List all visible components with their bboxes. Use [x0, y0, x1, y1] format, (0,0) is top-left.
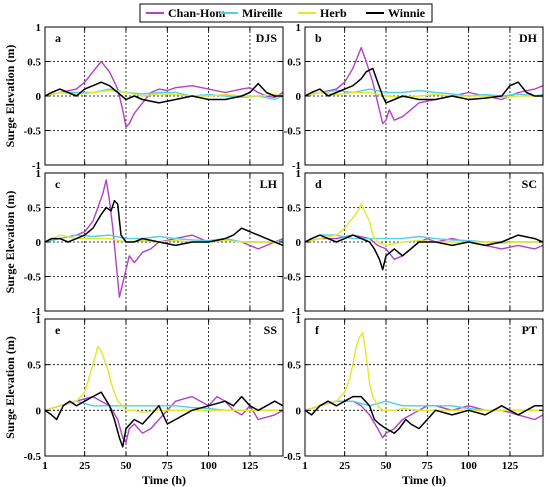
y-tick-label: 0.5	[287, 57, 301, 69]
series-line-chan-hom	[305, 400, 543, 439]
x-tick-label: 125	[502, 460, 519, 472]
panel-letter: c	[55, 177, 61, 191]
series-line-herb	[305, 91, 543, 99]
station-label: DJS	[256, 31, 278, 45]
y-axis-title: Surge Elevation (m)	[3, 191, 17, 294]
series-line-mireille	[305, 88, 543, 97]
legend: Chan-Hom Mireille Herb Winnie	[139, 3, 433, 23]
x-tick-label: 100	[460, 460, 477, 472]
legend-box	[139, 3, 433, 23]
x-tick-label: 75	[422, 460, 434, 472]
x-tick-label: 100	[200, 460, 217, 472]
x-tick-label: 125	[242, 460, 259, 472]
y-tick-label: 0.5	[287, 360, 301, 372]
y-tick-label: 0	[296, 237, 302, 249]
series-line-chan-hom	[45, 60, 283, 128]
legend-label-winnie: Winnie	[388, 6, 426, 20]
panel-letter: d	[315, 177, 322, 191]
y-tick-label: -0.5	[284, 451, 302, 463]
panel-b: -1 -0.5 0 0.5 1 b DH	[284, 22, 544, 172]
x-tick-label: 1	[302, 460, 308, 472]
panel-letter: f	[315, 323, 320, 337]
plot-frame	[304, 318, 544, 457]
series-line-herb	[45, 89, 283, 97]
y-tick-label: 0	[296, 91, 302, 103]
y-tick-label: 1	[296, 22, 302, 34]
y-tick-label: 0.5	[287, 203, 301, 215]
y-tick-label: 1	[296, 314, 302, 326]
y-tick-label: 0.5	[27, 203, 41, 215]
y-tick-label: -1	[32, 306, 41, 318]
x-axis-title: Time (h)	[402, 473, 446, 487]
y-tick-label: -0.5	[24, 126, 42, 138]
legend-label-herb: Herb	[320, 6, 347, 20]
panel-d: -1 -0.5 0 0.5 1 d SC	[284, 168, 544, 318]
y-tick-label: 1	[36, 22, 42, 34]
panels: -1 -0.5 0 0.5 1 a DJS Surge Elevation (m) -1 -0.5…	[3, 22, 544, 487]
x-axis-title: Time (h)	[142, 473, 186, 487]
y-tick-label: 0.5	[27, 57, 41, 69]
y-tick-label: -0.5	[24, 451, 42, 463]
series-line-winnie	[305, 395, 543, 434]
x-tick-label: 1	[42, 460, 48, 472]
series-line-chan-hom	[305, 47, 543, 125]
panel-a: -1 -0.5 0 0.5 1 a DJS Surge Elevation (m)	[3, 22, 284, 172]
station-label: SS	[264, 323, 278, 337]
x-tick-label: 25	[79, 460, 91, 472]
y-tick-label: 0	[36, 237, 42, 249]
legend-label-mireille: Mireille	[242, 6, 283, 20]
x-tick-label: 25	[339, 460, 351, 472]
station-label: SC	[522, 177, 537, 191]
panel-letter: b	[315, 31, 322, 45]
panel-letter: a	[55, 31, 61, 45]
x-tick-label: 75	[162, 460, 174, 472]
series-line-winnie	[305, 234, 543, 271]
x-tick-label: 50	[120, 460, 132, 472]
series-line-herb	[45, 345, 283, 413]
panel-letter: e	[55, 323, 61, 337]
series-group	[305, 47, 543, 125]
series-group	[305, 332, 543, 439]
y-tick-label: 0.5	[27, 360, 41, 372]
series-line-winnie	[45, 391, 283, 448]
series-line-chan-hom	[305, 234, 543, 260]
series-line-winnie	[45, 81, 283, 104]
y-axis-title: Surge Elevation (m)	[3, 336, 17, 439]
series-line-winnie	[45, 199, 283, 247]
y-tick-label: 0	[36, 405, 42, 417]
series-group	[305, 203, 543, 271]
y-axis-title: Surge Elevation (m)	[3, 45, 17, 148]
y-tick-label: 1	[36, 168, 42, 180]
series-line-herb	[45, 234, 283, 243]
y-tick-label: -1	[32, 160, 41, 172]
y-tick-label: 1	[36, 314, 42, 326]
panel-c: -1 -0.5 0 0.5 1 c LH Surge Elevation (m)	[3, 168, 284, 318]
plot-frame	[44, 318, 284, 457]
y-tick-label: 1	[296, 168, 302, 180]
y-tick-label: -1	[292, 306, 301, 318]
station-label: LH	[260, 177, 278, 191]
y-tick-label: -0.5	[284, 126, 302, 138]
y-tick-label: -0.5	[24, 272, 42, 284]
y-tick-label: 0	[36, 91, 42, 103]
station-label: DH	[519, 31, 538, 45]
series-group	[45, 60, 283, 128]
series-line-herb	[305, 332, 543, 411]
legend-label-chan-hom: Chan-Hom	[168, 6, 225, 20]
y-tick-label: -0.5	[284, 272, 302, 284]
x-tick-label: 50	[380, 460, 392, 472]
series-line-winnie	[305, 67, 543, 104]
y-tick-label: -1	[292, 160, 301, 172]
series-line-herb	[305, 203, 543, 247]
series-group	[45, 345, 283, 448]
y-tick-label: 0	[296, 405, 302, 417]
station-label: PT	[522, 323, 537, 337]
series-group	[45, 179, 283, 298]
